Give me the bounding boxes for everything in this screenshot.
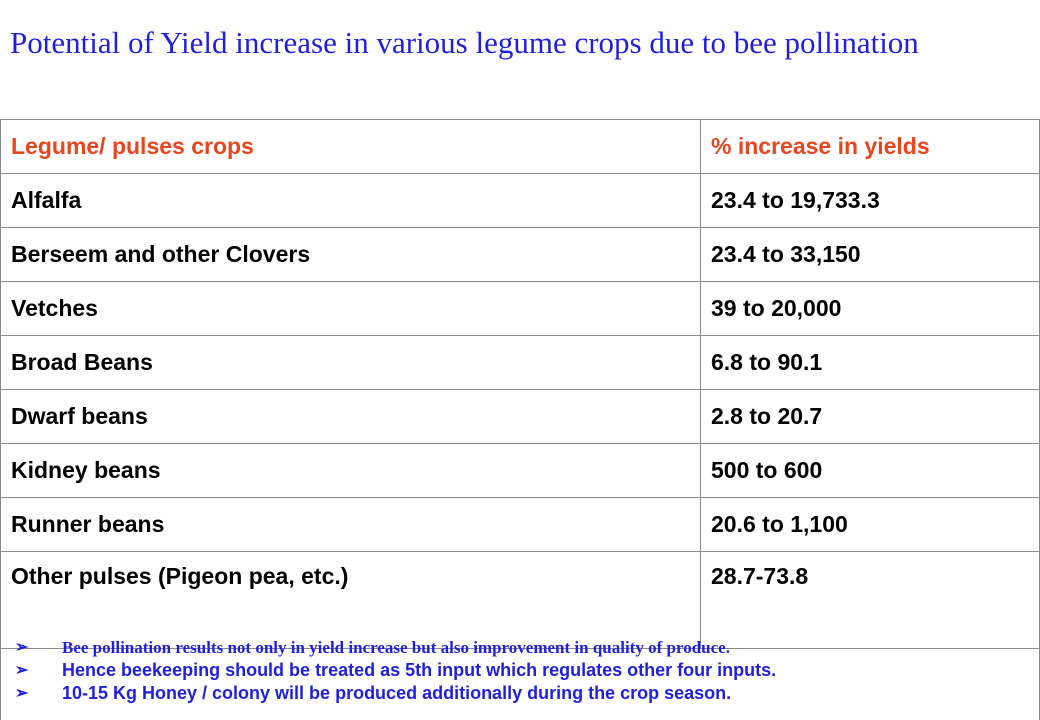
crop-name-cell: Alfalfa bbox=[0, 173, 701, 228]
table-row: Berseem and other Clovers 23.4 to 33,150 bbox=[0, 227, 1040, 282]
yield-increase-cell: 23.4 to 33,150 bbox=[700, 227, 1040, 282]
table-row: Other pulses (Pigeon pea, etc.) 28.7-73.… bbox=[0, 551, 1040, 649]
table-header-row: Legume/ pulses crops % increase in yield… bbox=[0, 119, 1040, 174]
yield-increase-cell: 39 to 20,000 bbox=[700, 281, 1040, 336]
page-title: Potential of Yield increase in various l… bbox=[10, 25, 919, 60]
yield-table: Legume/ pulses crops % increase in yield… bbox=[0, 119, 1040, 649]
column-header-crop: Legume/ pulses crops bbox=[0, 119, 701, 174]
crop-name-cell: Other pulses (Pigeon pea, etc.) bbox=[0, 551, 701, 649]
table-row: Dwarf beans 2.8 to 20.7 bbox=[0, 389, 1040, 444]
note-item: ➢ Hence beekeeping should be treated as … bbox=[1, 659, 1039, 682]
yield-increase-cell: 23.4 to 19,733.3 bbox=[700, 173, 1040, 228]
yield-increase-cell: 6.8 to 90.1 bbox=[700, 335, 1040, 390]
crop-name-cell: Broad Beans bbox=[0, 335, 701, 390]
crop-name-cell: Vetches bbox=[0, 281, 701, 336]
crop-name-cell: Runner beans bbox=[0, 497, 701, 552]
column-header-increase: % increase in yields bbox=[700, 119, 1040, 174]
table-row: Alfalfa 23.4 to 19,733.3 bbox=[0, 173, 1040, 228]
note-text: 10-15 Kg Honey / colony will be produced… bbox=[62, 683, 732, 703]
crop-name-cell: Kidney beans bbox=[0, 443, 701, 498]
yield-increase-cell: 2.8 to 20.7 bbox=[700, 389, 1040, 444]
table-row: Kidney beans 500 to 600 bbox=[0, 443, 1040, 498]
crop-name-cell: Dwarf beans bbox=[0, 389, 701, 444]
crop-name-cell: Berseem and other Clovers bbox=[0, 227, 701, 282]
note-text: Hence beekeeping should be treated as 5t… bbox=[62, 660, 777, 680]
table-row: Vetches 39 to 20,000 bbox=[0, 281, 1040, 336]
arrow-bullet-icon: ➢ bbox=[15, 639, 29, 656]
notes-panel: ➢ Bee pollination results not only in yi… bbox=[0, 630, 1040, 720]
yield-increase-cell: 28.7-73.8 bbox=[700, 551, 1040, 649]
note-item: ➢ Bee pollination results not only in yi… bbox=[1, 636, 1039, 659]
yield-increase-cell: 500 to 600 bbox=[700, 443, 1040, 498]
note-text: Bee pollination results not only in yiel… bbox=[62, 638, 730, 657]
yield-increase-cell: 20.6 to 1,100 bbox=[700, 497, 1040, 552]
note-item: ➢ 10-15 Kg Honey / colony will be produc… bbox=[1, 682, 1039, 705]
arrow-bullet-icon: ➢ bbox=[15, 685, 29, 702]
table-row: Runner beans 20.6 to 1,100 bbox=[0, 497, 1040, 552]
arrow-bullet-icon: ➢ bbox=[15, 662, 29, 679]
table-row: Broad Beans 6.8 to 90.1 bbox=[0, 335, 1040, 390]
